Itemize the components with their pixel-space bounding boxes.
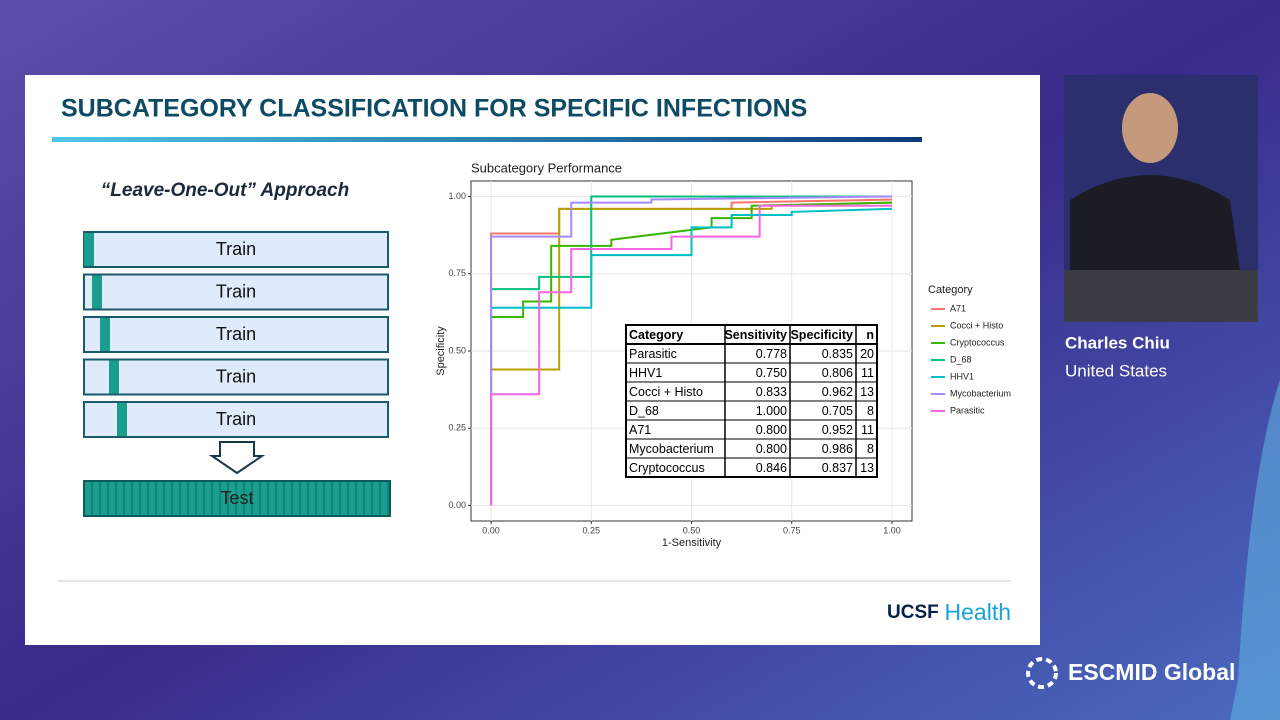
train-bar xyxy=(83,316,389,353)
test-fold xyxy=(100,318,110,351)
table-cell: 0.986 xyxy=(822,442,853,456)
podium xyxy=(1064,270,1258,322)
speaker-body xyxy=(1070,175,1240,270)
table-cell: 13 xyxy=(860,461,874,475)
train-label: Train xyxy=(216,239,256,259)
x-tick-label: 0.75 xyxy=(783,525,801,535)
y-axis-label: Specificity xyxy=(435,326,447,376)
train-label: Train xyxy=(216,281,256,301)
table-cell: 11 xyxy=(861,366,874,380)
train-label: Train xyxy=(216,366,256,386)
table-header: Sensitivity xyxy=(724,328,787,342)
y-tick-label: 1.00 xyxy=(448,191,466,201)
train-bar xyxy=(83,273,389,311)
legend-label: Cocci + Histo xyxy=(950,320,1003,330)
roc-line xyxy=(490,195,892,506)
legend-title: Category xyxy=(928,284,973,296)
roc-line xyxy=(490,207,892,506)
table-cell: 0.962 xyxy=(822,385,853,399)
legend-label: Parasitic xyxy=(950,405,985,415)
legend-label: Cryptococcus xyxy=(950,337,1005,347)
table-cell: 0.952 xyxy=(822,423,853,437)
train-bar xyxy=(83,231,389,268)
train-label: Train xyxy=(216,324,256,344)
table-cell: HHV1 xyxy=(629,366,662,380)
test-fold xyxy=(84,233,94,266)
table-cell: 0.833 xyxy=(756,385,787,399)
x-axis-label: 1-Sensitivity xyxy=(662,537,722,549)
table-cell: Cryptococcus xyxy=(629,461,705,475)
legend-label: D_68 xyxy=(950,354,972,364)
table-header: n xyxy=(866,328,874,342)
y-tick-label: 0.25 xyxy=(448,423,466,433)
test-bar xyxy=(83,480,391,517)
title-rule xyxy=(52,137,922,142)
table-cell: 11 xyxy=(861,423,874,437)
decoration xyxy=(1230,380,1280,720)
down-arrow xyxy=(208,441,266,475)
train-bar xyxy=(83,401,389,438)
approach-title: “Leave-One-Out” Approach xyxy=(101,180,349,201)
x-tick-label: 1.00 xyxy=(883,525,901,535)
train-bar xyxy=(83,358,389,396)
table-cell: 0.750 xyxy=(756,366,787,380)
table-cell: D_68 xyxy=(629,404,659,418)
table-cell: 1.000 xyxy=(756,404,787,418)
y-tick-label: 0.75 xyxy=(448,268,466,278)
x-tick-label: 0.50 xyxy=(683,525,701,535)
train-label: Train xyxy=(216,409,256,429)
legend-label: HHV1 xyxy=(950,371,974,381)
table-cell: 0.705 xyxy=(822,404,853,418)
x-tick-label: 0.25 xyxy=(583,525,601,535)
table-cell: 13 xyxy=(860,385,874,399)
ucsf-logo: UCSF xyxy=(887,602,939,623)
chart-title: Subcategory Performance xyxy=(471,160,622,175)
x-tick-label: 0.00 xyxy=(482,525,500,535)
test-fold xyxy=(92,275,102,309)
test-fold xyxy=(117,403,127,436)
table-cell: 0.778 xyxy=(756,347,787,361)
test-fold xyxy=(109,360,119,394)
legend-label: A71 xyxy=(950,303,966,313)
roc-line xyxy=(490,204,892,506)
table-cell: 0.835 xyxy=(822,347,853,361)
table-cell: Parasitic xyxy=(629,347,677,361)
table-cell: 20 xyxy=(860,347,874,361)
roc-line xyxy=(490,201,892,506)
table-cell: Mycobacterium xyxy=(629,442,714,456)
speaker-name: Charles Chiu xyxy=(1065,333,1170,352)
table-cell: 0.800 xyxy=(756,442,787,456)
test-label: Test xyxy=(220,488,253,508)
table-cell: A71 xyxy=(629,423,651,437)
speaker-head xyxy=(1122,93,1178,163)
table-cell: 8 xyxy=(867,442,874,456)
table-cell: 0.846 xyxy=(756,461,787,475)
health-logo: Health xyxy=(945,599,1011,625)
y-tick-label: 0.00 xyxy=(448,500,466,510)
legend-label: Mycobacterium xyxy=(950,388,1011,398)
event-logo-mark xyxy=(1026,657,1058,689)
event-logo: ESCMID Global xyxy=(1068,659,1235,685)
table-cell: 0.806 xyxy=(822,366,853,380)
table-cell: 0.837 xyxy=(822,461,853,475)
table-header: Specificity xyxy=(790,328,853,342)
speaker-country: United States xyxy=(1065,361,1167,380)
y-tick-label: 0.50 xyxy=(448,345,466,355)
slide-title: SUBCATEGORY CLASSIFICATION FOR SPECIFIC … xyxy=(61,95,807,123)
table-cell: 0.800 xyxy=(756,423,787,437)
table-cell: 8 xyxy=(867,404,874,418)
table-cell: Cocci + Histo xyxy=(629,385,703,399)
table-header: Category xyxy=(629,328,683,342)
